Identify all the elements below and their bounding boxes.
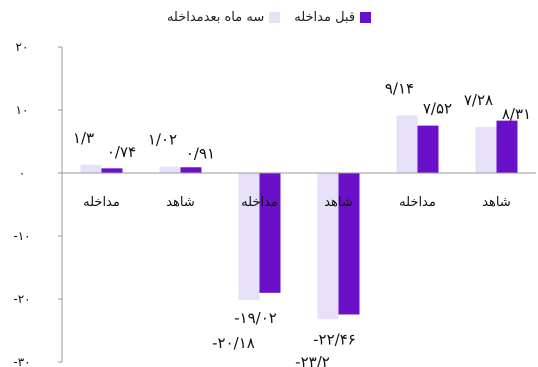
category-label: مداخله (241, 195, 278, 210)
legend-swatch-after (269, 11, 281, 23)
y-tick-label: -۳۰ (13, 355, 30, 367)
bar-after (396, 115, 418, 173)
bar-before (180, 167, 202, 173)
category-label: شاهد (482, 195, 511, 210)
data-label-after: ۷/۲۸ (464, 91, 493, 109)
bar-after (80, 164, 102, 173)
data-label-before: ۰/۹۱ (186, 145, 215, 163)
legend-swatch-before (360, 11, 372, 23)
legend-label-before: قبل مداخله (294, 9, 356, 25)
data-label-after: -۲۳/۲ (295, 353, 330, 367)
data-label-before: -۲۲/۴۶ (313, 330, 356, 348)
bar-before (496, 120, 518, 173)
data-label-after: ۱/۰۲ (148, 131, 177, 149)
bar-after (159, 166, 181, 173)
category-label: شاهد (324, 195, 353, 210)
data-label-before: ۰/۷۴ (107, 143, 136, 161)
bar-before (338, 173, 360, 315)
data-label-before: ۷/۵۲ (423, 100, 452, 118)
legend-label-after: سه ماه بعدمداخله (166, 9, 265, 25)
legend-item-after: سه ماه بعدمداخله (166, 9, 281, 25)
data-label-after: -۲۰/۱۸ (212, 334, 255, 352)
data-label-before: -۱۹/۰۲ (234, 309, 277, 327)
y-tick-label: ۱۰ (16, 103, 29, 117)
bar-before (417, 125, 439, 173)
bar-before (259, 173, 281, 293)
category-label: شاهد (166, 195, 195, 210)
category-label: مداخله (399, 195, 436, 210)
data-label-before: ۸/۳۱ (502, 105, 531, 123)
chart-legend: قبل مداخله سه ماه بعدمداخله (0, 6, 538, 28)
bar-after (317, 173, 339, 320)
y-tick-label: ۰ (19, 166, 25, 180)
category-label: مداخله (83, 195, 120, 210)
data-label-after: ۹/۱۴ (385, 79, 414, 97)
y-tick-label: -۱۰ (13, 229, 30, 243)
legend-item-before: قبل مداخله (294, 9, 372, 25)
bar-after (238, 173, 260, 301)
data-label-after: ۱/۳ (73, 129, 94, 147)
y-tick-label: -۲۰ (13, 292, 30, 306)
y-tick-label: ۲۰ (16, 40, 29, 54)
bar-before (101, 168, 123, 173)
bar-after (475, 127, 497, 173)
